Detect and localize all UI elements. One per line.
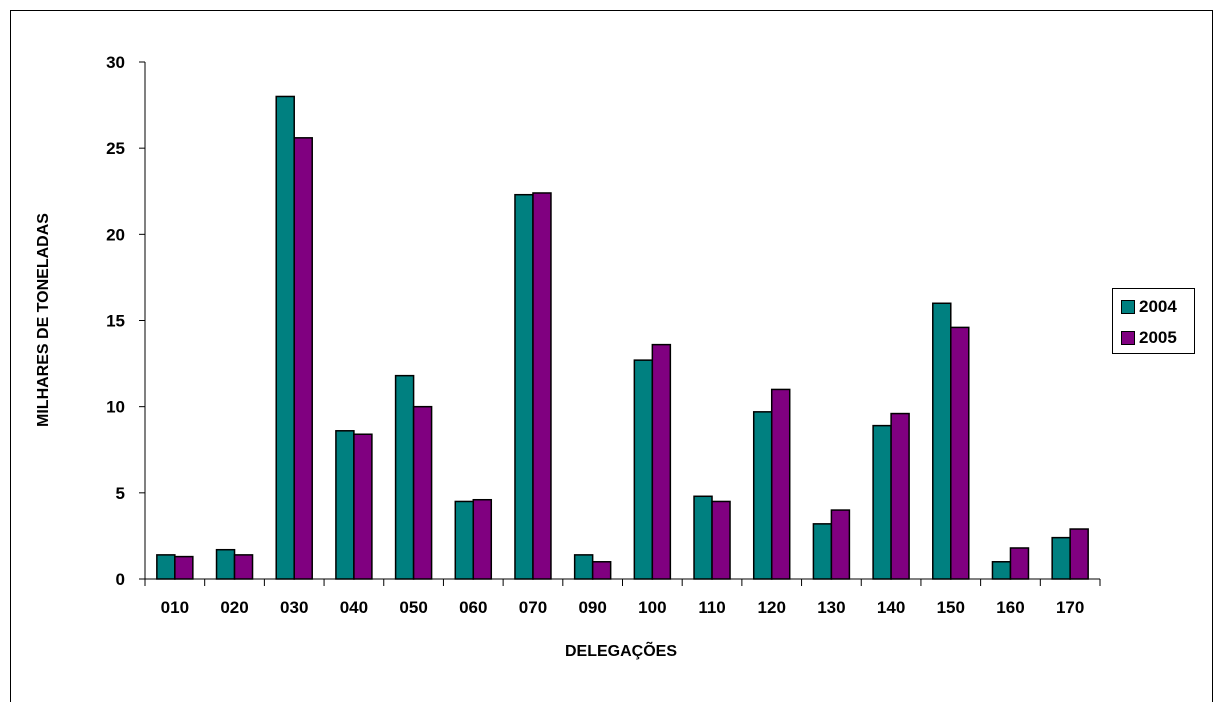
legend-swatch-2005	[1121, 331, 1135, 345]
bar-2004-030	[275, 95, 295, 580]
bar-2004-040	[335, 430, 355, 580]
x-axis: 010 020 030 040 050 060 070 090 100 110 120 130 140 1…	[144, 578, 1101, 617]
x-tick-label: 170	[1056, 598, 1084, 617]
x-axis-title: DELEGAÇÕES	[565, 640, 677, 660]
bar-2005-010	[174, 555, 194, 580]
bar-2005-020	[233, 554, 254, 580]
x-tick-label: 020	[220, 598, 248, 617]
bar-2005-070	[532, 192, 552, 580]
bar-2005-150	[950, 326, 970, 580]
bar-2004-140	[872, 424, 892, 580]
y-tick-label: 0	[116, 570, 125, 589]
bar-2005-120	[770, 388, 791, 580]
y-axis: 0 5 10 15 20 25 30	[106, 53, 146, 589]
x-tick-label: 030	[280, 598, 308, 617]
x-tick-label: 090	[578, 598, 606, 617]
bar-2005-160	[1009, 547, 1030, 580]
bar-2004-050	[394, 374, 415, 580]
legend-label-2005: 2005	[1139, 328, 1177, 347]
bar-2005-130	[830, 509, 851, 580]
bars	[156, 95, 1089, 580]
y-tick-label: 30	[106, 53, 125, 72]
y-tick-label: 15	[106, 312, 125, 331]
x-tick-label: 050	[399, 598, 427, 617]
bar-2004-120	[752, 411, 773, 580]
legend-item-2004: 2004	[1121, 297, 1177, 317]
bar-2004-090	[573, 554, 594, 580]
x-tick-label: 100	[638, 598, 666, 617]
bar-2004-100	[633, 359, 654, 580]
bar-2005-060	[472, 498, 493, 580]
bar-2004-060	[454, 500, 475, 580]
legend: 2004 2005	[1112, 288, 1195, 354]
y-axis-title: MILHARES DE TONELADAS	[35, 213, 52, 427]
bar-2004-160	[991, 561, 1012, 580]
chart-frame	[10, 10, 1213, 702]
x-tick-label: 150	[937, 598, 965, 617]
bar-2005-110	[711, 500, 731, 580]
x-tick-label: 010	[161, 598, 189, 617]
bar-2005-050	[412, 405, 433, 580]
bar-2005-090	[591, 561, 612, 580]
x-tick-label: 120	[758, 598, 786, 617]
x-tick-label: 130	[817, 598, 845, 617]
bar-2004-130	[812, 523, 833, 580]
bar-2004-110	[693, 495, 713, 580]
x-tick-label: 140	[877, 598, 905, 617]
bar-2005-100	[651, 343, 672, 580]
legend-label-2004: 2004	[1139, 297, 1177, 316]
bar-2004-070	[514, 193, 534, 580]
x-tick-label: 060	[459, 598, 487, 617]
bar-2005-140	[890, 412, 910, 580]
bar-2005-040	[353, 433, 373, 580]
bar-2005-170	[1069, 528, 1089, 580]
y-tick-label: 25	[106, 139, 125, 158]
x-tick-label: 110	[698, 598, 725, 617]
bar-2004-020	[215, 548, 236, 580]
bar-2004-170	[1051, 536, 1071, 580]
x-tick-label: 160	[996, 598, 1024, 617]
bar-2004-010	[156, 554, 176, 580]
x-tick-label: 070	[519, 598, 547, 617]
y-tick-label: 10	[106, 398, 125, 417]
bar-2004-150	[932, 302, 952, 580]
legend-item-2005: 2005	[1121, 328, 1177, 348]
bar-2005-030	[293, 137, 313, 580]
y-tick-label: 20	[106, 225, 125, 244]
legend-swatch-2004	[1121, 300, 1135, 314]
x-tick-label: 040	[340, 598, 368, 617]
y-tick-label: 5	[116, 484, 125, 503]
